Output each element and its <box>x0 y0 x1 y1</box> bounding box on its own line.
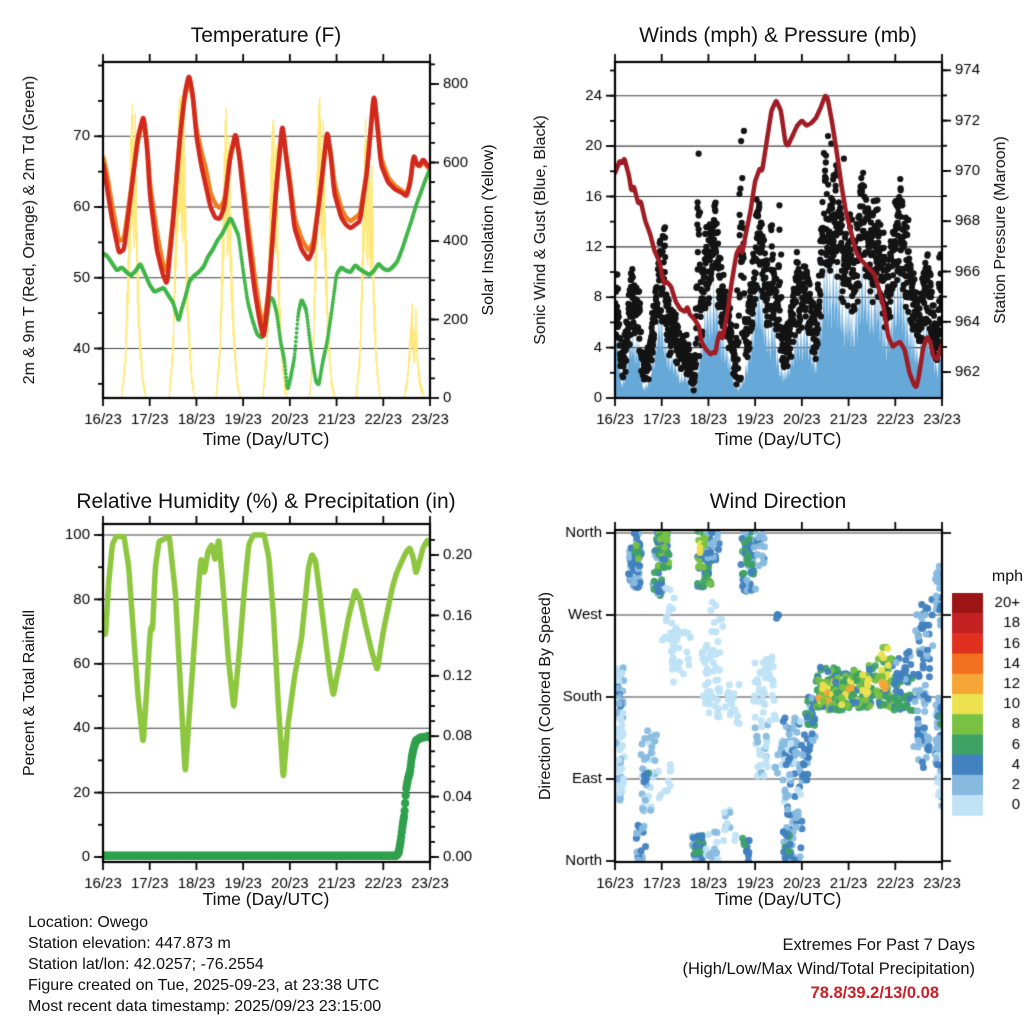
temperature-plot-canvas <box>0 0 512 460</box>
extremes-subtitle: (High/Low/Max Wind/Total Precipitation) <box>682 960 975 978</box>
humidity-precip-title: Relative Humidity (%) & Precipitation (i… <box>76 490 456 513</box>
figure-created-timestamp: Figure created on Tue, 2025-09-23, at 23… <box>28 977 380 994</box>
station-elevation: Station elevation: 447.873 m <box>28 935 231 952</box>
humidity-precip-plot-canvas <box>0 460 512 920</box>
station-location: Location: Owego <box>28 914 149 931</box>
winds-x-axis-label: Time (Day/UTC) <box>714 429 842 449</box>
wind-direction-x-axis-label: Time (Day/UTC) <box>714 889 842 909</box>
wind-direction-chart: Wind Direction Direction (Colored By Spe… <box>512 460 1024 920</box>
humidity-x-axis-label: Time (Day/UTC) <box>202 889 330 909</box>
winds-pressure-chart: Winds (mph) & Pressure (mb) Sonic Wind &… <box>512 0 1024 460</box>
wind-direction-left-axis-label: Direction (Colored By Speed) <box>537 591 554 801</box>
temperature-left-axis-label: 2m & 9m T (Red, Orange) & 2m Td (Green) <box>21 75 38 385</box>
temperature-right-axis-label: Solar Insolation (Yellow) <box>480 144 497 316</box>
temperature-chart: Temperature (F) 2m & 9m T (Red, Orange) … <box>0 0 512 460</box>
winds-pressure-plot-canvas <box>512 0 1024 460</box>
extremes-summary: Extremes For Past 7 Days (High/Low/Max W… <box>682 933 975 1005</box>
humidity-left-axis-label: Percent & Total Rainfall <box>21 609 38 777</box>
winds-pressure-title: Winds (mph) & Pressure (mb) <box>639 24 917 47</box>
temperature-title: Temperature (F) <box>190 24 342 47</box>
speed-legend-units-label: mph <box>991 568 1023 585</box>
wind-gust-left-axis-label: Sonic Wind & Gust (Blue, Black) <box>532 115 549 345</box>
most-recent-data-timestamp: Most recent data timestamp: 2025/09/23 2… <box>28 998 382 1015</box>
station-latlon: Station lat/lon: 42.0257; -76.2554 <box>28 956 264 973</box>
humidity-precip-chart: Relative Humidity (%) & Precipitation (i… <box>0 460 512 920</box>
pressure-right-axis-label: Station Pressure (Maroon) <box>992 136 1009 324</box>
wind-direction-plot-canvas <box>512 460 1024 920</box>
station-info: Location: Owego Station elevation: 447.8… <box>28 912 381 1017</box>
temperature-x-axis-label: Time (Day/UTC) <box>202 429 330 449</box>
wind-direction-title: Wind Direction <box>709 490 847 513</box>
extremes-title: Extremes For Past 7 Days <box>782 936 975 954</box>
extremes-values: 78.8/39.2/13/0.08 <box>810 984 939 1002</box>
